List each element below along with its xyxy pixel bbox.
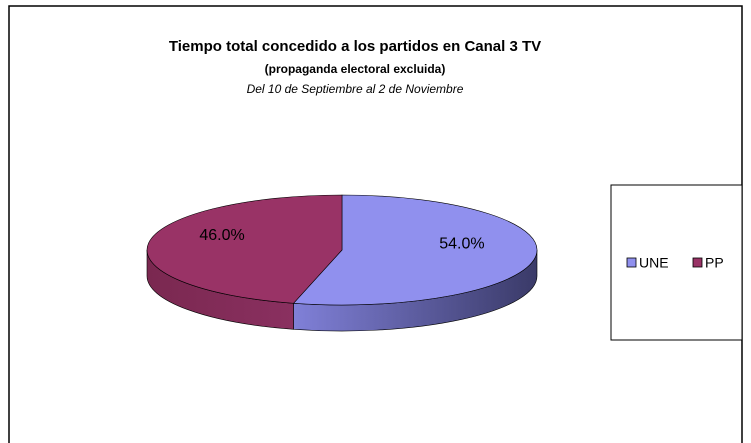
chart-subtitle: (propaganda electoral excluida) bbox=[265, 62, 446, 76]
chart-caption: Del 10 de Septiembre al 2 de Noviembre bbox=[247, 82, 464, 96]
legend-swatch bbox=[626, 257, 637, 268]
pie-slice bbox=[146, 194, 343, 304]
data-label: 54.0% bbox=[439, 235, 484, 252]
legend-label: UNE bbox=[639, 255, 669, 271]
chart-title: Tiempo total concedido a los partidos en… bbox=[169, 38, 541, 55]
legend-label: PP bbox=[705, 255, 724, 271]
legend-swatch bbox=[692, 257, 703, 268]
data-label: 46.0% bbox=[199, 227, 244, 244]
pie-slice bbox=[292, 194, 538, 306]
